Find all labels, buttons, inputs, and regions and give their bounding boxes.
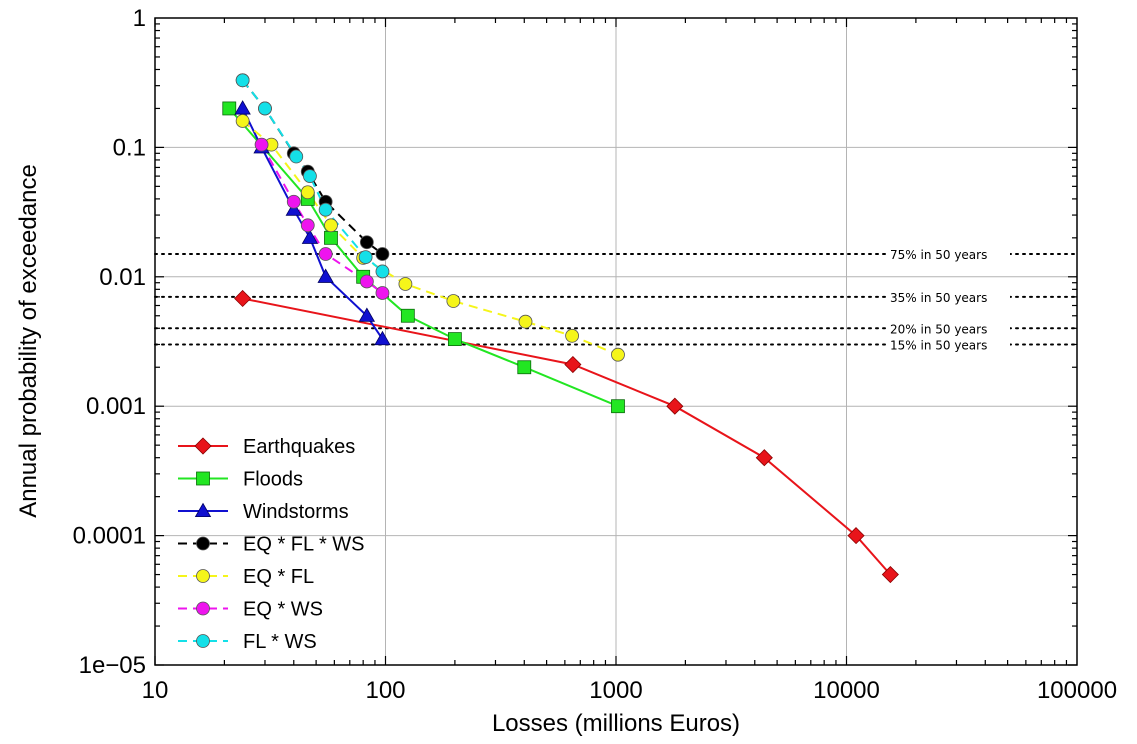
legend-label: EQ * WS: [243, 599, 323, 621]
legend-label: Floods: [243, 469, 303, 491]
reference-label-background: [886, 288, 1010, 305]
data-point: [324, 230, 338, 245]
series-markers: [222, 73, 899, 584]
reference-label-background: [886, 336, 1010, 353]
legend-marker: [196, 601, 210, 616]
y-tick-label: 0.01: [99, 264, 146, 291]
legend-marker: [194, 502, 212, 518]
data-point: [318, 202, 333, 217]
data-point: [611, 347, 625, 362]
legend-marker: [196, 634, 210, 648]
data-point: [398, 277, 413, 291]
x-tick-label: 1000: [589, 677, 642, 704]
data-point: [564, 355, 582, 374]
x-tick-label: 100000: [1037, 677, 1117, 704]
data-point: [881, 565, 899, 584]
legend-marker: [196, 569, 210, 583]
data-point: [517, 360, 532, 375]
data-point: [358, 307, 376, 322]
series-line: [260, 144, 384, 294]
reference-label-background: [886, 246, 1010, 263]
data-point: [300, 185, 315, 200]
data-point: [301, 229, 319, 244]
legend-label: FL * WS: [243, 631, 317, 653]
legend-label: EQ * FL * WS: [243, 534, 365, 556]
grid: [155, 18, 1077, 665]
data-point: [611, 399, 625, 414]
y-tick-label: 0.1: [113, 134, 146, 161]
y-tick-label: 1e−05: [79, 652, 146, 679]
data-point: [324, 218, 338, 233]
legend-marker: [196, 471, 210, 486]
data-point: [300, 218, 315, 233]
series-line: [242, 297, 892, 576]
data-point: [254, 137, 269, 152]
legend-marker: [196, 536, 210, 551]
reference-label: 35% in 50 years: [890, 291, 987, 305]
data-point: [447, 332, 462, 347]
data-point: [375, 247, 390, 261]
data-point: [289, 149, 304, 164]
data-point: [755, 449, 773, 467]
reference-label: 20% in 50 years: [890, 322, 987, 336]
data-point: [286, 194, 301, 209]
y-tick-label: 0.001: [86, 393, 146, 420]
x-axis-title: Losses (millions Euros): [492, 710, 740, 737]
data-point: [375, 264, 390, 279]
legend-marker: [194, 437, 212, 455]
data-point: [359, 274, 374, 289]
axes: 10 100 1000 10000 100000 1e−05 0.0001 0.001 0.01…: [73, 5, 1117, 704]
data-point: [285, 201, 302, 216]
data-point: [235, 114, 250, 128]
data-point: [375, 286, 390, 300]
y-axis-title: Annual probability of exceedance: [15, 164, 42, 518]
reference-label: 15% in 50 years: [890, 338, 987, 352]
reference-label: 75% in 50 years: [890, 248, 987, 262]
data-point: [518, 314, 533, 329]
series-line: [241, 120, 619, 356]
data-point: [359, 235, 374, 250]
data-point: [235, 73, 250, 88]
data-point: [666, 397, 684, 415]
data-point: [303, 169, 317, 184]
data-point: [234, 289, 252, 308]
legend-label: Windstorms: [243, 501, 349, 523]
reference-lines: 75% in 50 years 35% in 50 years 20% in 50 …: [154, 246, 1078, 353]
data-point: [565, 328, 580, 343]
data-point: [400, 308, 415, 323]
data-point: [358, 250, 373, 264]
legend: Earthquakes Floods Windstorms EQ * FL * WS E…: [178, 436, 365, 653]
data-point: [317, 268, 334, 283]
data-point: [446, 294, 461, 308]
data-point: [258, 101, 272, 116]
x-tick-label: 10000: [813, 677, 880, 704]
reference-label-background: [886, 320, 1010, 337]
x-tick-label: 100: [365, 677, 405, 704]
data-point: [222, 101, 237, 116]
data-point: [374, 330, 391, 346]
legend-label: EQ * FL: [243, 566, 314, 588]
data-point: [234, 100, 251, 115]
legend-label: Earthquakes: [243, 436, 355, 458]
y-tick-label: 0.0001: [73, 523, 146, 550]
x-tick-label: 10: [142, 677, 169, 704]
data-point: [847, 527, 865, 545]
data-point: [318, 247, 333, 261]
y-tick-label: 1: [133, 5, 146, 32]
